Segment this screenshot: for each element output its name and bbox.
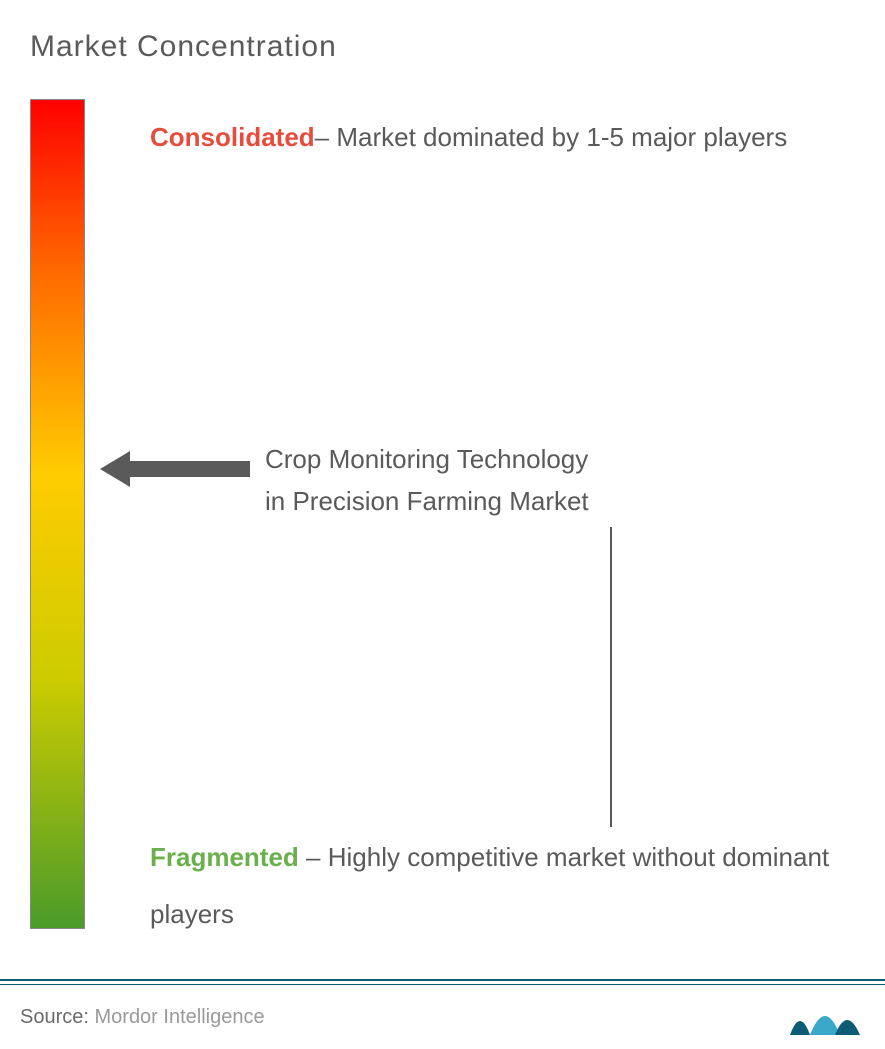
market-name: Crop Monitoring Technology in Precision … xyxy=(265,439,785,522)
footer: Source: Mordor Intelligence xyxy=(0,979,885,1039)
fragmented-description: Fragmented – Highly competitive market w… xyxy=(150,829,870,943)
source-label: Source: xyxy=(20,1006,89,1028)
source-value: Mordor Intelligence xyxy=(89,1006,265,1028)
brand-logo xyxy=(785,997,865,1037)
arrow-left-icon xyxy=(100,449,250,489)
source-attribution: Source: Mordor Intelligence xyxy=(20,1006,265,1029)
connector-line xyxy=(610,527,612,827)
consolidated-label: Consolidated xyxy=(150,122,315,152)
consolidated-description: Consolidated– Market dominated by 1-5 ma… xyxy=(150,109,850,166)
market-name-line1: Crop Monitoring Technology xyxy=(265,444,588,474)
logo-icon xyxy=(785,997,865,1037)
market-position-arrow xyxy=(100,449,250,489)
fragmented-label: Fragmented xyxy=(150,842,299,872)
consolidated-text: – Market dominated by 1-5 major players xyxy=(315,122,788,152)
content-area: Consolidated– Market dominated by 1-5 ma… xyxy=(30,99,855,929)
market-name-line2: in Precision Farming Market xyxy=(265,486,589,516)
page-title: Market Concentration xyxy=(30,30,855,64)
footer-inner: Source: Mordor Intelligence xyxy=(0,984,885,1049)
concentration-gradient-bar xyxy=(30,99,85,929)
